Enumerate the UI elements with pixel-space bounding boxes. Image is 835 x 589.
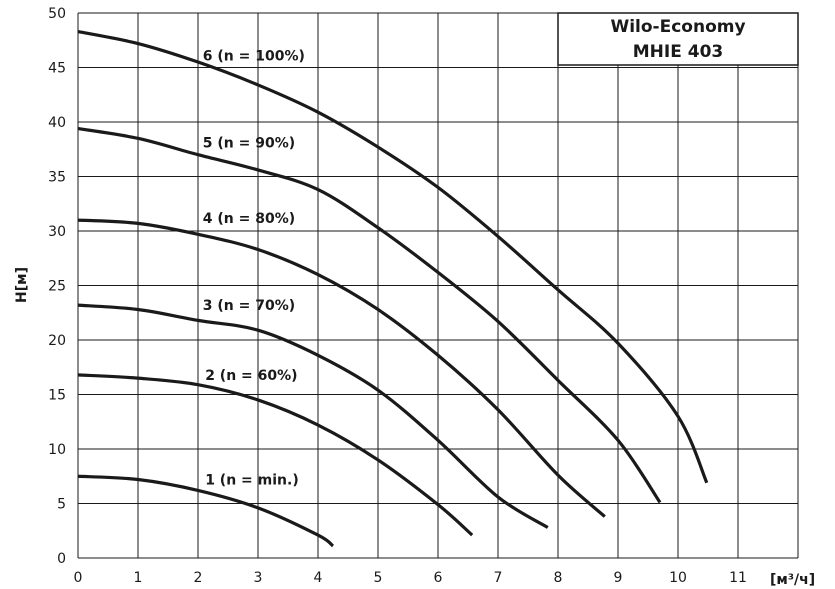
curve-3 — [77, 303, 549, 529]
y-tick-label: 40 — [48, 115, 66, 131]
x-tick-label: 2 — [194, 570, 203, 586]
curve-label-4: 4 (n = 80%) — [203, 211, 295, 227]
y-tick-label: 50 — [48, 6, 66, 22]
title-line-2: MHIE 403 — [633, 42, 724, 62]
title-box: Wilo-Economy MHIE 403 — [557, 12, 799, 66]
curve-label-2: 2 (n = 60%) — [205, 368, 297, 384]
x-tick-label: 9 — [614, 570, 623, 586]
y-tick-label: 20 — [48, 333, 66, 349]
y-tick-label: 45 — [48, 61, 66, 77]
x-tick-label: 4 — [314, 570, 323, 586]
title-line-1: Wilo-Economy — [610, 17, 745, 37]
y-tick-label: 10 — [48, 442, 66, 458]
x-axis-label: [м³/ч] — [770, 572, 815, 588]
y-tick-label: 30 — [48, 224, 66, 240]
curve-1 — [77, 474, 335, 548]
x-tick-label: 8 — [554, 570, 563, 586]
curve-5 — [77, 126, 662, 504]
x-tick-label: 10 — [669, 570, 687, 586]
curve-label-6: 6 (n = 100%) — [203, 49, 305, 65]
y-tick-label: 5 — [57, 497, 66, 513]
x-tick-label: 11 — [729, 570, 747, 586]
y-tick-label: 15 — [48, 388, 66, 404]
x-tick-label: 1 — [134, 570, 143, 586]
grid — [77, 12, 799, 559]
x-tick-label: 0 — [74, 570, 83, 586]
x-tick-label: 5 — [374, 570, 383, 586]
curves — [77, 29, 709, 548]
curve-2 — [77, 373, 474, 537]
curve-6 — [77, 29, 709, 484]
curve-label-3: 3 (n = 70%) — [203, 298, 295, 314]
curve-label-1: 1 (n = min.) — [205, 473, 299, 489]
y-tick-label: 0 — [57, 551, 66, 567]
curve-4 — [77, 218, 606, 518]
y-tick-label: 35 — [48, 170, 66, 186]
curve-labels: 6 (n = 100%) 5 (n = 90%) 4 (n = 80%) 3 (n =… — [203, 49, 305, 489]
y-axis-label: H[м] — [14, 267, 30, 303]
x-tick-label: 3 — [254, 570, 263, 586]
x-tick-label: 6 — [434, 570, 443, 586]
x-tick-label: 7 — [494, 570, 503, 586]
curve-label-5: 5 (n = 90%) — [203, 136, 295, 152]
y-tick-label: 25 — [48, 279, 66, 295]
